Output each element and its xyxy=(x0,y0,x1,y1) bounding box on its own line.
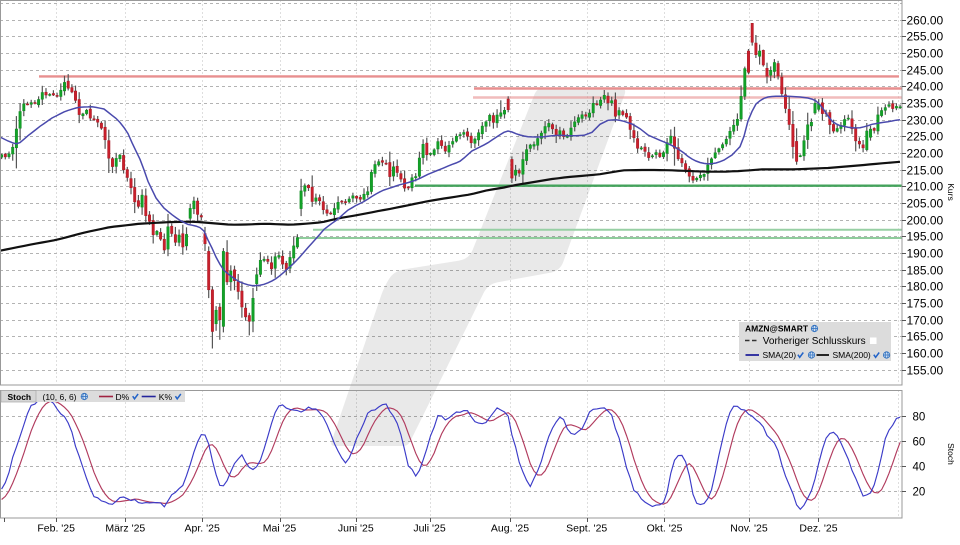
svg-text:Apr. '25: Apr. '25 xyxy=(185,523,220,535)
svg-text:Nov. '25: Nov. '25 xyxy=(730,523,768,535)
svg-text:60: 60 xyxy=(913,437,926,449)
svg-text:K%: K% xyxy=(159,392,173,402)
svg-text:Mai '25: Mai '25 xyxy=(263,523,297,535)
svg-text:195.00: 195.00 xyxy=(907,230,944,244)
svg-text:Kurs: Kurs xyxy=(946,183,956,200)
svg-text:AMZN@SMART: AMZN@SMART xyxy=(745,324,809,334)
svg-text:185.00: 185.00 xyxy=(907,264,944,278)
svg-text:Stoch: Stoch xyxy=(946,443,956,465)
svg-text:245.00: 245.00 xyxy=(907,64,944,78)
svg-text:210.00: 210.00 xyxy=(907,180,944,194)
svg-text:160.00: 160.00 xyxy=(907,347,944,361)
svg-text:März '25: März '25 xyxy=(105,523,145,535)
svg-text:220.00: 220.00 xyxy=(907,147,944,161)
svg-text:Aug. '25: Aug. '25 xyxy=(491,523,529,535)
svg-text:215.00: 215.00 xyxy=(907,164,944,178)
svg-text:Dez. '25: Dez. '25 xyxy=(799,523,837,535)
svg-text:Vorheriger Schlusskurs: Vorheriger Schlusskurs xyxy=(763,336,866,347)
svg-text:260.00: 260.00 xyxy=(907,14,944,28)
svg-text:40: 40 xyxy=(913,462,926,474)
svg-text:Okt. '25: Okt. '25 xyxy=(647,523,683,535)
svg-text:170.00: 170.00 xyxy=(907,314,944,328)
svg-text:205.00: 205.00 xyxy=(907,197,944,211)
svg-text:Feb. '25: Feb. '25 xyxy=(37,523,75,535)
svg-text:Juli '25: Juli '25 xyxy=(413,523,446,535)
svg-text:Sept. '25: Sept. '25 xyxy=(566,523,607,535)
svg-text:240.00: 240.00 xyxy=(907,80,944,94)
svg-text:250.00: 250.00 xyxy=(907,47,944,61)
svg-text:255.00: 255.00 xyxy=(907,30,944,44)
svg-text:165.00: 165.00 xyxy=(907,330,944,344)
svg-text:(10, 6, 6): (10, 6, 6) xyxy=(43,392,77,402)
svg-text:180.00: 180.00 xyxy=(907,280,944,294)
svg-text:235.00: 235.00 xyxy=(907,97,944,111)
svg-text:190.00: 190.00 xyxy=(907,247,944,261)
svg-text:Stoch: Stoch xyxy=(8,392,32,402)
svg-text:155.00: 155.00 xyxy=(907,364,944,378)
svg-text:230.00: 230.00 xyxy=(907,114,944,128)
svg-text:225.00: 225.00 xyxy=(907,130,944,144)
svg-text:SMA(200): SMA(200) xyxy=(833,350,871,360)
svg-text:175.00: 175.00 xyxy=(907,297,944,311)
svg-text:Juni '25: Juni '25 xyxy=(338,523,374,535)
svg-text:SMA(20): SMA(20) xyxy=(763,350,797,360)
svg-text:80: 80 xyxy=(913,412,926,424)
svg-text:200.00: 200.00 xyxy=(907,214,944,228)
svg-text:D%: D% xyxy=(116,392,130,402)
svg-text:20: 20 xyxy=(913,487,926,499)
